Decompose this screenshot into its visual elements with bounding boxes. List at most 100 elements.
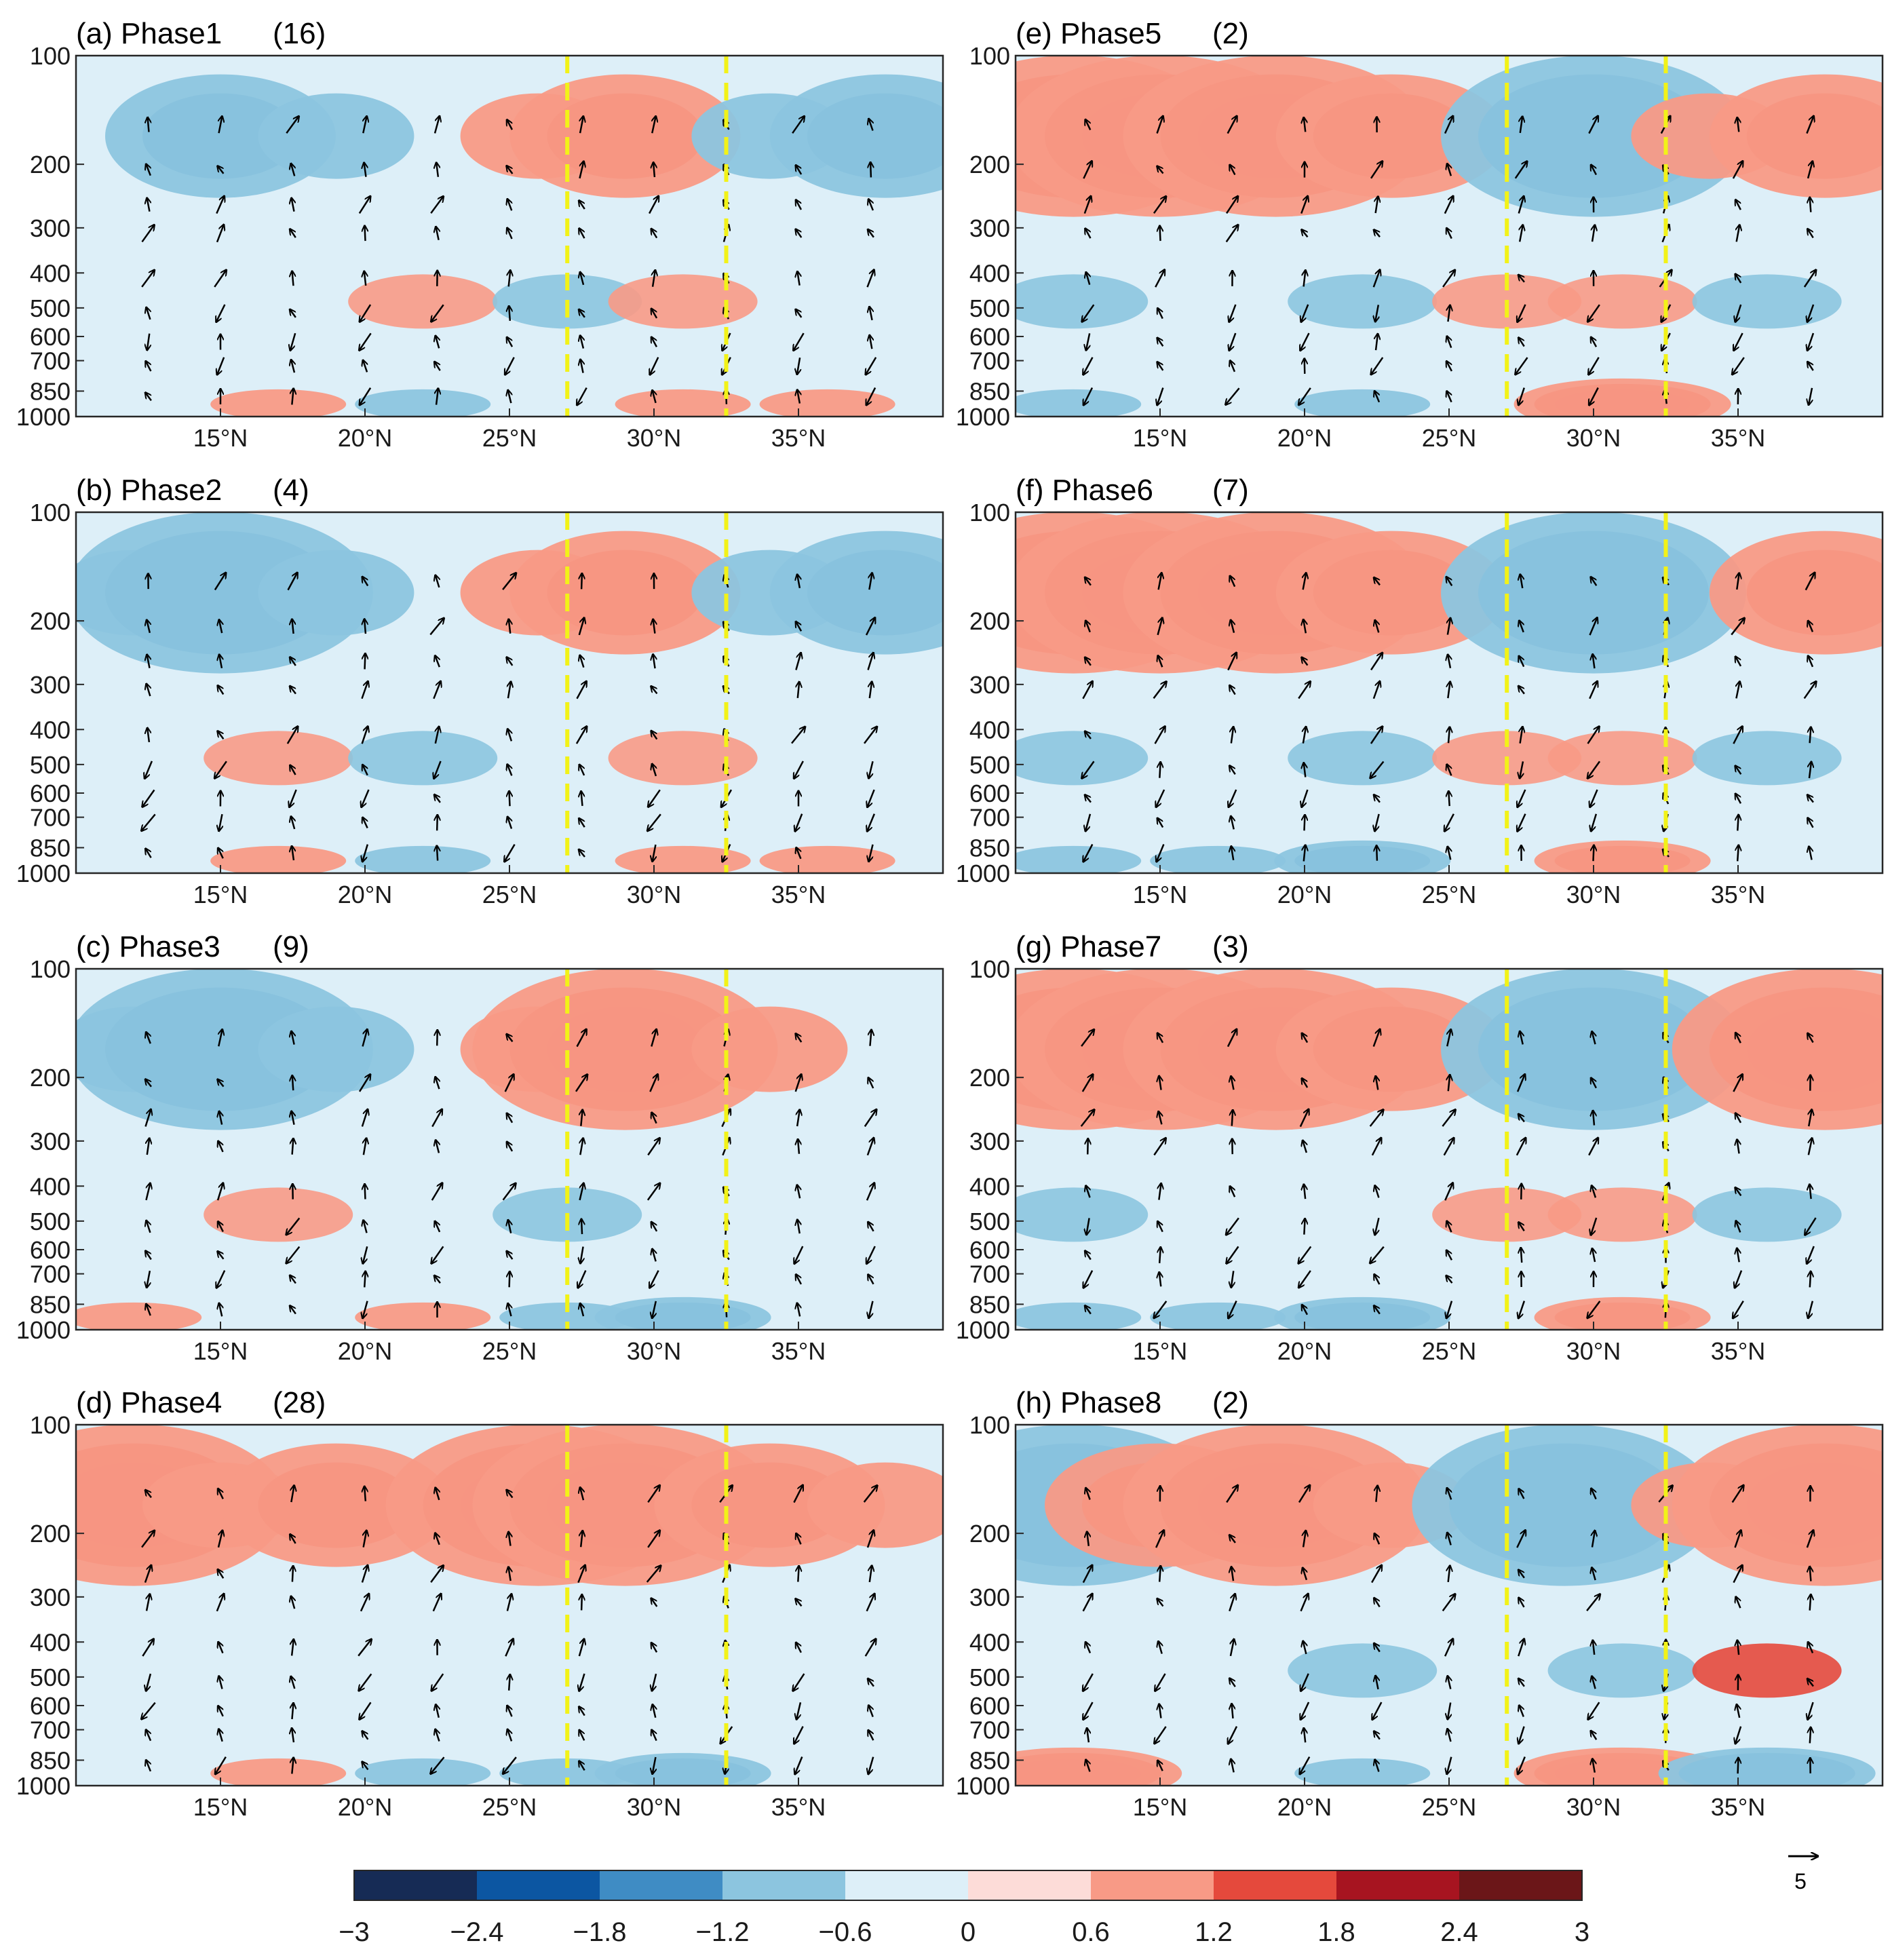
x-tick-label: 30°N <box>627 424 681 452</box>
wind-vector <box>1304 845 1305 862</box>
wind-vector <box>1304 1218 1305 1235</box>
wind-vector <box>1588 1702 1600 1719</box>
y-tick-label: 200 <box>969 151 1010 178</box>
wind-vector <box>1591 337 1598 347</box>
wind-vector <box>1158 1641 1161 1654</box>
field-contour <box>1672 969 1883 1130</box>
colorbar-label: −1.8 <box>573 1917 627 1947</box>
wind-vector <box>1807 794 1814 803</box>
wind-vector <box>798 682 799 699</box>
wind-vector <box>358 196 370 214</box>
wind-vector <box>292 619 293 634</box>
wind-vector <box>653 1756 656 1774</box>
x-tick-label: 20°N <box>338 424 392 452</box>
wind-vector <box>867 789 875 807</box>
x-tick-label: 15°N <box>1133 424 1187 452</box>
y-tick-label: 850 <box>30 1290 71 1318</box>
wind-vector <box>1807 1246 1815 1264</box>
wind-vector <box>1518 686 1525 695</box>
wind-vector <box>1448 618 1450 635</box>
wind-vector <box>870 1565 872 1583</box>
wind-vector <box>1372 681 1380 699</box>
wind-vector <box>1083 1702 1094 1720</box>
wind-vector <box>1447 764 1452 776</box>
wind-vector <box>1085 229 1092 239</box>
y-tick-label: 300 <box>969 1583 1010 1611</box>
wind-vector <box>579 1673 585 1691</box>
wind-vector <box>365 1184 366 1199</box>
wind-vector <box>868 1756 874 1775</box>
x-tick-label: 25°N <box>482 1337 537 1365</box>
wind-vector <box>292 198 294 212</box>
wind-vector <box>1087 1138 1088 1155</box>
x-tick-label: 20°N <box>1277 1337 1332 1365</box>
y-tick-label: 700 <box>30 1716 71 1744</box>
x-tick-label: 30°N <box>627 1793 681 1821</box>
field-contour <box>1274 1296 1451 1330</box>
wind-vector <box>869 307 872 321</box>
wind-vector <box>795 813 803 832</box>
x-tick-label: 15°N <box>193 1337 248 1365</box>
wind-vector <box>1737 815 1738 831</box>
y-tick-label: 400 <box>969 1172 1010 1200</box>
wind-vector <box>436 1140 439 1153</box>
wind-vector <box>1085 577 1092 586</box>
wind-vector <box>1520 727 1523 744</box>
wind-vector <box>1372 269 1380 288</box>
y-tick-label: 400 <box>969 716 1010 744</box>
colorbar-label: 0.6 <box>1072 1917 1110 1947</box>
wind-vector <box>218 1141 224 1153</box>
y-tick-label: 500 <box>969 294 1010 322</box>
wind-vector <box>144 761 153 779</box>
wind-vector <box>1157 844 1165 862</box>
x-tick-label: 35°N <box>771 1337 826 1365</box>
wind-vector <box>1083 357 1094 375</box>
wind-vector <box>292 1728 294 1743</box>
wind-vector <box>796 229 803 238</box>
wind-vector <box>144 1565 151 1583</box>
panel-title: (e) Phase5 <box>1016 17 1161 50</box>
wind-vector <box>432 1594 441 1612</box>
wind-vector <box>1082 1594 1093 1612</box>
panel-count: (3) <box>1212 930 1249 963</box>
y-tick-label: 850 <box>969 1746 1010 1774</box>
field-contour <box>1672 1425 1883 1586</box>
wind-vector <box>1227 116 1237 134</box>
wind-vector <box>216 1594 224 1612</box>
wind-vector <box>430 1565 444 1583</box>
field-contour <box>1016 1187 1149 1242</box>
wind-vector <box>1803 270 1816 288</box>
wind-vector <box>141 813 156 831</box>
field-contour <box>1412 1425 1718 1586</box>
field-contour <box>1709 74 1883 198</box>
wind-vector <box>580 335 583 349</box>
wind-vector <box>1448 727 1450 744</box>
wind-vector <box>1516 1530 1525 1548</box>
colorbar-swatch <box>354 1870 477 1900</box>
wind-vector <box>793 1673 805 1691</box>
wind-vector <box>286 1246 301 1264</box>
wind-vector <box>362 844 369 862</box>
colorbar-label: −0.6 <box>819 1917 872 1947</box>
y-tick-label: 1000 <box>16 1772 71 1800</box>
wind-vector <box>648 789 661 807</box>
y-tick-label: 100 <box>30 955 71 983</box>
x-tick-label: 35°N <box>1711 1793 1765 1821</box>
field-contour <box>1123 1425 1429 1586</box>
wind-vector <box>1735 199 1741 210</box>
panel-b-field <box>76 512 943 873</box>
wind-vector <box>1374 813 1380 831</box>
x-tick-label: 25°N <box>482 1793 537 1821</box>
wind-vector <box>1446 1250 1453 1261</box>
wind-vector <box>508 1532 510 1546</box>
wind-vector <box>290 686 296 695</box>
field-contour <box>355 1758 491 1786</box>
y-tick-label: 1000 <box>956 860 1010 887</box>
wind-vector <box>364 163 366 177</box>
wind-vector <box>147 1138 149 1155</box>
wind-vector <box>1087 1728 1089 1743</box>
y-tick-label: 700 <box>969 347 1010 375</box>
wind-vector <box>1086 272 1089 285</box>
